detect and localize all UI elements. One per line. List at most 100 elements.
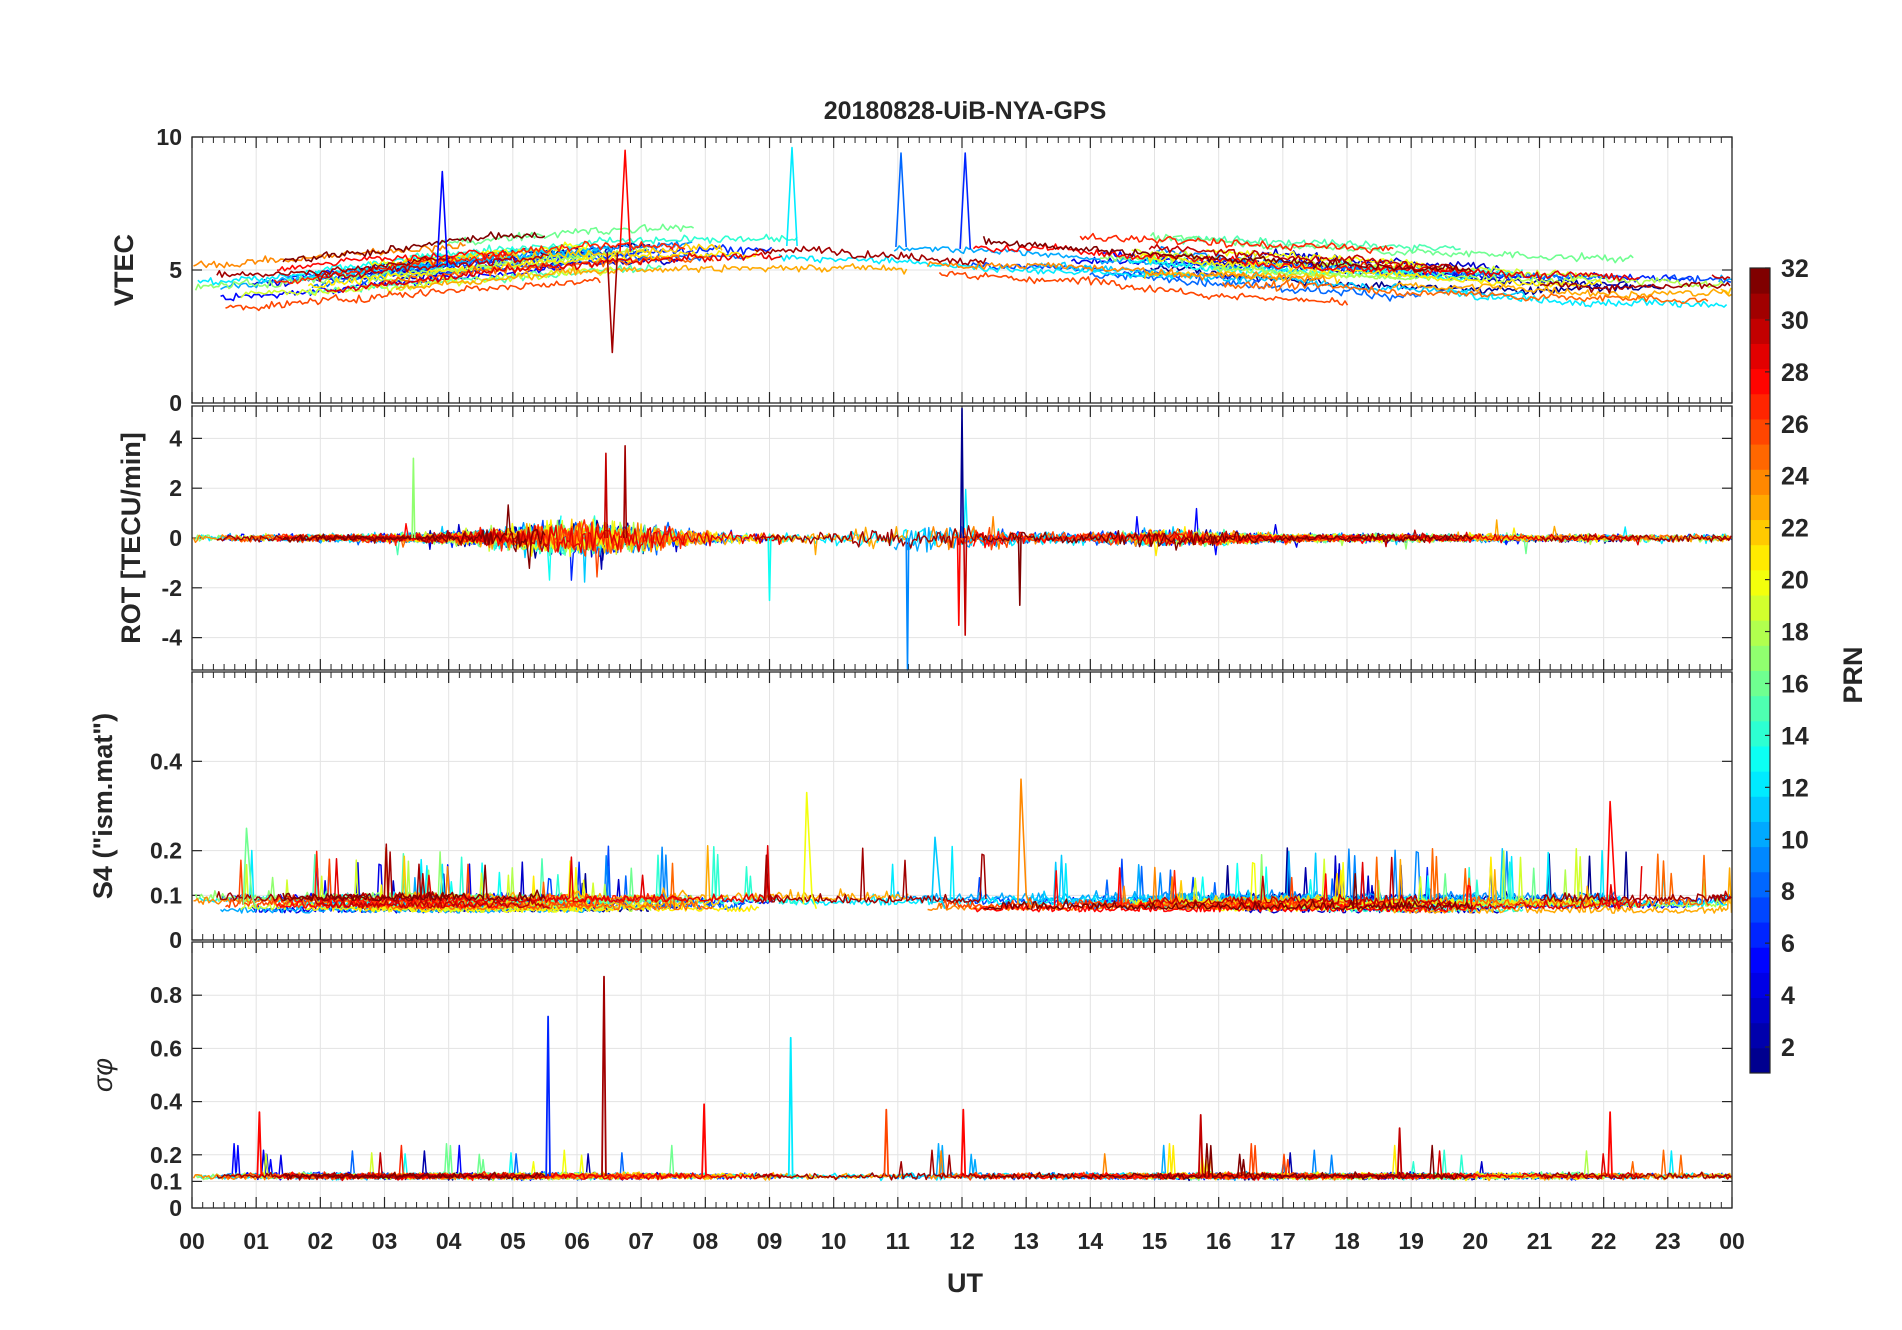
series-line	[276, 897, 507, 909]
series-line	[754, 1149, 987, 1181]
series-line	[314, 897, 550, 909]
series-line	[436, 170, 449, 267]
colorbar-segment	[1750, 444, 1770, 470]
series-line	[895, 152, 907, 248]
colorbar-tick-label: 2	[1781, 1034, 1795, 1062]
y-tick-label: 0	[169, 525, 182, 551]
y-tick-label: 5	[169, 257, 182, 283]
colorbar-segment	[1750, 268, 1770, 294]
x-tick-label: 22	[1591, 1228, 1617, 1254]
y-tick-label: 0.8	[150, 982, 182, 1008]
series-line	[1606, 800, 1621, 909]
axes-frame	[191, 405, 1733, 671]
colorbar-segment	[1750, 1022, 1770, 1049]
x-tick-label: 03	[372, 1228, 398, 1254]
series-line	[1197, 1114, 1204, 1177]
colorbar-segment	[1750, 922, 1770, 948]
series-line	[193, 241, 466, 269]
series-line	[931, 836, 946, 909]
series-line	[436, 223, 694, 247]
series-line	[242, 827, 257, 909]
series-line	[1175, 235, 1461, 253]
series-line	[963, 537, 968, 636]
series-line	[1539, 281, 1731, 294]
series-line	[1443, 287, 1728, 308]
colorbar-segment	[1750, 494, 1770, 521]
series-line	[982, 236, 1472, 273]
colorbar-segment	[1750, 997, 1770, 1024]
series-line	[1134, 253, 1603, 289]
colorbar-frame	[1749, 267, 1771, 1074]
y-tick-label: 0.4	[150, 748, 182, 774]
colorbar-segment	[1750, 393, 1770, 420]
x-tick-label: 10	[821, 1228, 847, 1254]
series-line	[314, 253, 549, 283]
series-line	[225, 276, 601, 312]
series-line	[1143, 270, 1341, 285]
x-tick-label: 12	[949, 1228, 975, 1254]
x-tick-label: 21	[1527, 1228, 1553, 1254]
y-tick-label: -2	[162, 575, 182, 601]
series-line	[956, 537, 961, 627]
series-line	[1396, 1127, 1403, 1177]
colorbar-segment	[1750, 1047, 1770, 1074]
x-tick-label: 15	[1142, 1228, 1168, 1254]
series-line	[1392, 282, 1732, 300]
colorbar-segment	[1750, 293, 1770, 319]
x-tick-label: 09	[757, 1228, 783, 1254]
series-line	[701, 1103, 707, 1177]
series-line	[894, 850, 1309, 902]
colorbar-segment	[1750, 318, 1770, 344]
series-line	[926, 260, 1327, 283]
panel-rot: -4 -2 0 2 4 ROT [TECU/min]	[116, 405, 1733, 671]
series-line	[307, 250, 759, 289]
series-line	[959, 152, 972, 249]
colorbar-segment	[1750, 645, 1770, 671]
series-line	[1148, 856, 1453, 905]
colorbar-tick-label: 4	[1781, 982, 1795, 1010]
colorbar-segment	[1750, 871, 1770, 898]
colorbar-tick-label: 20	[1781, 567, 1809, 595]
y-tick-label: 0.1	[150, 882, 182, 908]
colorbar-tick-label: 6	[1781, 930, 1795, 958]
x-tick-label: 00	[1719, 1228, 1745, 1254]
y-tick-label: -4	[162, 625, 183, 651]
series-line	[1539, 892, 1731, 903]
series-line	[282, 231, 546, 263]
x-axis-ticks: 00 01 02 03 04 05 06 07 08 09 10 11 12 13 14 15 16 17 18 19…	[179, 1228, 1745, 1254]
series-line	[787, 1036, 794, 1177]
series-line	[363, 862, 714, 911]
series-line	[411, 457, 416, 539]
y-tick-label: 2	[169, 475, 182, 501]
series-line	[754, 245, 987, 266]
x-tick-label: 01	[243, 1228, 269, 1254]
x-axis-label: UT	[947, 1268, 983, 1298]
series-line	[395, 845, 909, 901]
series-line	[982, 530, 1474, 551]
y-tick-label: 0	[169, 390, 182, 416]
x-tick-label: 19	[1398, 1228, 1424, 1254]
y-axis-label: VTEC	[109, 234, 139, 306]
series-line	[1720, 287, 1732, 295]
x-tick-label: 00	[179, 1228, 205, 1254]
y-tick-label: 10	[156, 124, 182, 150]
colorbar-segment	[1750, 821, 1770, 848]
x-tick-label: 06	[564, 1228, 590, 1254]
panel-sigma-phi: 00.10.2 0.4 0.6 0.8 σφ	[88, 941, 1733, 1221]
series-line	[778, 253, 1186, 280]
series-line	[1392, 858, 1733, 914]
colorbar-segment	[1750, 620, 1770, 646]
x-tick-label: 05	[500, 1228, 526, 1254]
colorbar-segment	[1750, 896, 1770, 923]
axes-frame	[191, 136, 1733, 404]
x-tick-label: 04	[436, 1228, 462, 1254]
colorbar-tick-label: 32	[1781, 255, 1809, 283]
series-line	[324, 252, 783, 294]
series-line	[1711, 535, 1732, 541]
colorbar-tick-label: 22	[1781, 515, 1809, 543]
axes-frame	[191, 941, 1733, 1209]
y-tick-label: 0.6	[150, 1035, 182, 1061]
axes-frame	[191, 671, 1733, 941]
series-line	[282, 864, 546, 902]
series-line	[983, 873, 1474, 911]
